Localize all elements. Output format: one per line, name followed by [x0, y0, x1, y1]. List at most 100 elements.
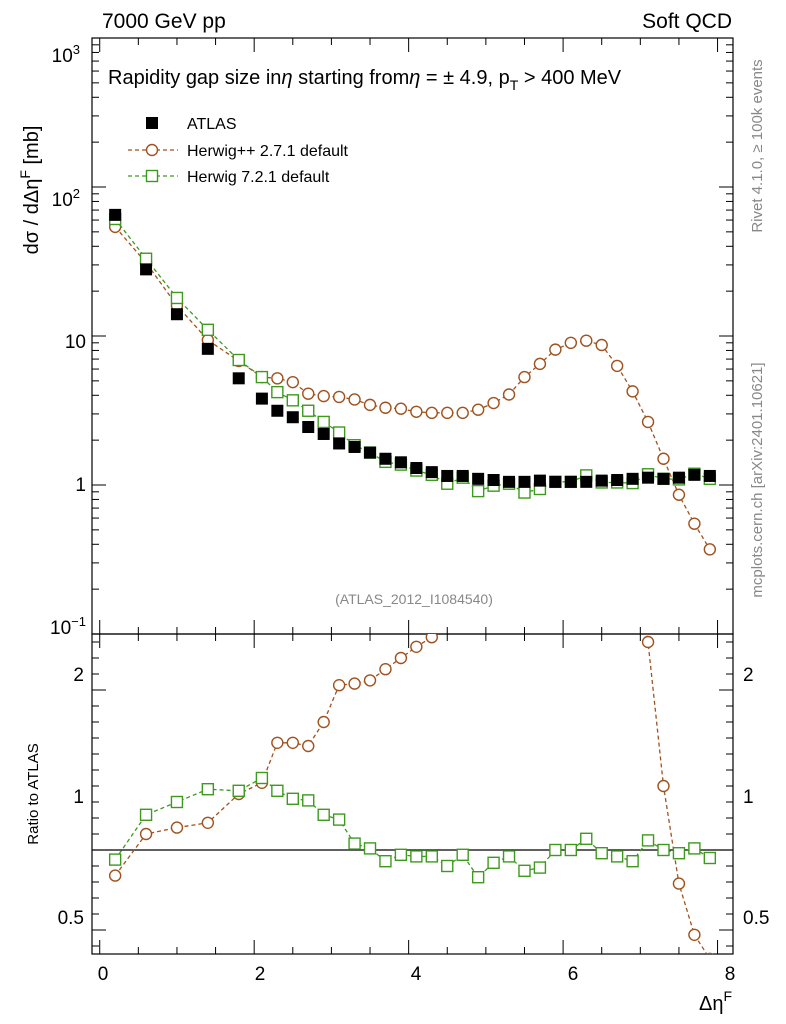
- main-point-herwig-2-7-1-default: [286, 375, 299, 389]
- main-point-atlas: [394, 456, 407, 469]
- main-point-atlas: [580, 475, 593, 488]
- ratio-point-herwig-7-2-1-default: [518, 864, 531, 877]
- main-point-herwig-7-2-1-default: [302, 404, 315, 417]
- main-plot-title: Rapidity gap size inη starting fromη = ±…: [108, 67, 622, 93]
- main-point-atlas: [672, 471, 685, 484]
- ratio-ytick-label-right-2: 2: [743, 665, 754, 686]
- main-ytick-label-10: 10: [65, 332, 86, 353]
- xtick-label-0: 0: [98, 964, 109, 985]
- ratio-point-herwig-2-7-1-default: [596, 45, 607, 56]
- main-point-herwig-7-2-1-default: [332, 426, 346, 439]
- main-point-herwig-2-7-1-default: [471, 403, 485, 416]
- xtick-label-8: 8: [725, 964, 736, 985]
- ratio-point-herwig-7-2-1-default: [271, 784, 284, 797]
- main-axis-ticks: [92, 37, 733, 635]
- ratio-point-herwig-2-7-1-default: [442, 613, 453, 624]
- main-point-herwig-2-7-1-default: [456, 406, 469, 420]
- ratio-point-herwig-7-2-1-default: [170, 795, 184, 809]
- ratio-point-herwig-2-7-1-default: [565, 13, 576, 24]
- ratio-point-herwig-2-7-1-default: [504, 493, 515, 504]
- main-point-herwig-7-2-1-default: [518, 486, 531, 499]
- ratio-point-herwig-7-2-1-default: [363, 842, 377, 855]
- ratio-point-herwig-2-7-1-default: [201, 816, 215, 829]
- xtick-label-2: 2: [255, 964, 266, 985]
- main-point-herwig-2-7-1-default: [410, 405, 423, 418]
- main-point-herwig-2-7-1-default: [394, 402, 408, 415]
- main-point-herwig-7-2-1-default: [232, 353, 245, 367]
- ratio-point-herwig-7-2-1-default: [317, 808, 330, 821]
- ratio-point-herwig-2-7-1-default: [348, 677, 361, 690]
- ratio-point-herwig-2-7-1-default: [519, 397, 530, 408]
- ratio-point-herwig-7-2-1-default: [108, 853, 122, 866]
- ratio-point-herwig-7-2-1-default: [672, 847, 686, 860]
- x-tick-labels: 0 2 4 6 8: [98, 964, 736, 985]
- ratio-point-herwig-7-2-1-default: [410, 850, 423, 863]
- ratio-line-herwig-2-7-1-default: [114, 634, 708, 954]
- ratio-point-herwig-7-2-1-default: [657, 843, 670, 857]
- main-y-tick-labels: 10−1 1 10 102 103: [50, 42, 86, 639]
- rivet-version-note: Rivet 4.1.0, ≥ 100k events: [749, 59, 766, 232]
- main-point-herwig-7-2-1-default: [286, 394, 299, 407]
- main-point-herwig-2-7-1-default: [441, 406, 454, 420]
- main-point-herwig-7-2-1-default: [317, 415, 330, 429]
- ratio-point-herwig-7-2-1-default: [379, 855, 392, 868]
- main-point-herwig-2-7-1-default: [302, 387, 315, 400]
- ratio-point-herwig-2-7-1-default: [379, 663, 392, 676]
- ratio-point-herwig-7-2-1-default: [610, 850, 624, 863]
- ratio-axis-ticks: [92, 634, 733, 954]
- ratio-point-herwig-2-7-1-default: [612, 285, 623, 296]
- main-point-herwig-2-7-1-default: [271, 372, 284, 385]
- main-point-herwig-2-7-1-default: [533, 357, 547, 371]
- main-point-atlas: [487, 474, 500, 487]
- main-point-atlas: [286, 411, 299, 424]
- main-point-herwig-2-7-1-default: [641, 415, 655, 429]
- xtick-label-6: 6: [568, 964, 579, 985]
- ratio-point-herwig-7-2-1-default: [286, 792, 299, 805]
- main-point-atlas: [688, 468, 701, 481]
- ratio-point-herwig-7-2-1-default: [332, 813, 346, 826]
- main-point-atlas: [549, 475, 562, 488]
- main-point-herwig-2-7-1-default: [688, 517, 701, 530]
- ratio-point-herwig-7-2-1-default: [302, 794, 315, 807]
- main-point-atlas: [109, 208, 122, 221]
- ratio-point-herwig-2-7-1-default: [488, 533, 499, 544]
- main-point-herwig-2-7-1-default: [487, 396, 500, 410]
- ratio-ytick-label-left-0.5: 0.5: [58, 908, 84, 929]
- ratio-point-herwig-7-2-1-default: [255, 771, 269, 785]
- main-point-atlas: [503, 475, 516, 488]
- main-point-atlas: [456, 469, 469, 482]
- ratio-point-herwig-7-2-1-default: [232, 784, 245, 797]
- main-line-herwig-2-7-1-default: [114, 226, 711, 550]
- main-point-atlas: [140, 263, 153, 276]
- main-ytick-label-1000: 103: [52, 42, 80, 67]
- ratio-point-herwig-2-7-1-default: [672, 877, 686, 890]
- ratio-point-herwig-2-7-1-default: [410, 640, 423, 653]
- ratio-point-herwig-2-7-1-default: [688, 928, 701, 941]
- main-point-herwig-2-7-1-default: [549, 343, 562, 356]
- ratio-point-herwig-7-2-1-default: [441, 859, 454, 873]
- ratio-y-tick-labels-right: 0.5 1 2: [743, 665, 769, 929]
- main-point-atlas: [302, 421, 315, 434]
- main-point-atlas: [271, 404, 284, 417]
- main-point-atlas: [317, 427, 330, 440]
- main-point-herwig-2-7-1-default: [502, 388, 516, 401]
- ratio-point-herwig-2-7-1-default: [394, 651, 408, 665]
- ratio-point-herwig-7-2-1-default: [471, 871, 485, 884]
- ratio-y-tick-labels-left: 0.5 1 2: [58, 665, 84, 929]
- ratio-point-herwig-7-2-1-default: [502, 850, 516, 863]
- main-point-herwig-7-2-1-default: [255, 370, 269, 384]
- main-point-herwig-7-2-1-default: [471, 484, 485, 498]
- ratio-point-herwig-2-7-1-default: [641, 635, 655, 649]
- main-point-atlas: [255, 392, 268, 405]
- main-point-atlas: [595, 474, 608, 487]
- ratio-point-herwig-7-2-1-default: [487, 856, 500, 869]
- main-point-herwig-2-7-1-default: [610, 359, 624, 373]
- main-point-herwig-2-7-1-default: [672, 488, 686, 501]
- main-line-herwig-7-2-1-default: [114, 218, 711, 494]
- main-y-axis-label: dσ / dΔηF [mb]: [17, 126, 43, 255]
- main-point-atlas: [364, 446, 377, 459]
- main-point-atlas: [626, 472, 639, 485]
- ratio-point-herwig-2-7-1-default: [271, 736, 284, 749]
- ratio-point-herwig-2-7-1-default: [363, 674, 377, 687]
